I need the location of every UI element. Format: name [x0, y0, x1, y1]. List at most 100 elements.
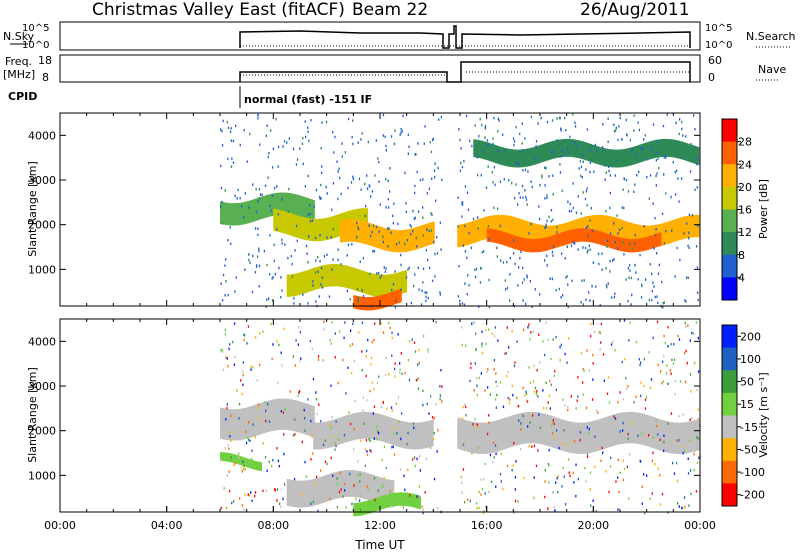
noise-cell — [586, 349, 588, 352]
colorbar-swatch — [722, 415, 737, 439]
noise-cell — [662, 301, 664, 305]
scatter-band-cell — [662, 139, 665, 157]
noise-cell — [600, 341, 602, 344]
noise-cell — [516, 340, 518, 343]
noise-cell — [686, 276, 688, 279]
scatter-band-cell — [490, 215, 493, 238]
noise-cell — [697, 418, 699, 421]
noise-cell — [639, 253, 641, 257]
scatter-band-cell — [674, 219, 677, 242]
noise-cell — [394, 305, 397, 309]
noise-cell — [473, 321, 475, 324]
noise-cell — [599, 331, 601, 334]
noise-cell — [569, 474, 571, 478]
scatter-band-cell — [317, 266, 320, 289]
noise-cell — [277, 165, 279, 168]
noise-cell — [508, 179, 510, 182]
scatter-band-cell — [221, 452, 224, 462]
scatter-band-cell — [224, 202, 227, 225]
noise-cell — [481, 123, 483, 127]
noise-cell — [495, 452, 497, 456]
noise-cell — [352, 322, 354, 325]
noise-cell — [365, 439, 368, 442]
scatter-band-cell — [367, 297, 370, 311]
noise-cell — [259, 332, 261, 335]
noise-cell — [287, 210, 289, 213]
scatter-band-cell — [569, 229, 572, 244]
scatter-band-cell — [355, 470, 358, 498]
scatter-band-cell — [282, 211, 285, 234]
noise-cell — [553, 374, 555, 378]
scatter-band-cell — [375, 296, 378, 310]
scatter-band-cell — [389, 274, 392, 297]
scatter-band-cell — [530, 411, 533, 444]
scatter-band-cell — [366, 297, 369, 311]
scatter-band-cell — [364, 411, 367, 439]
scatter-band-cell — [504, 232, 507, 246]
noise-cell — [345, 506, 347, 509]
scatter-band-cell — [377, 497, 380, 511]
noise-cell — [318, 295, 320, 298]
scatter-band-cell — [607, 149, 610, 167]
noise-cell — [650, 146, 652, 149]
scatter-band-cell — [487, 142, 490, 161]
scatter-band-cell — [325, 475, 328, 502]
scatter-band-cell — [369, 474, 372, 501]
noise-cell — [657, 301, 659, 305]
noise-cell — [564, 503, 567, 506]
scatter-band-cell — [314, 422, 317, 450]
noise-cell — [400, 412, 403, 415]
noise-cell — [277, 145, 280, 149]
noise-cell — [313, 205, 315, 208]
noise-cell — [272, 147, 274, 151]
colorbar-swatch — [722, 325, 737, 349]
scatter-band-cell — [636, 145, 639, 164]
scatter-band-cell — [575, 422, 578, 454]
noise-cell — [570, 395, 572, 398]
noise-cell — [464, 250, 467, 253]
noise-cell — [499, 381, 502, 384]
noise-cell — [383, 266, 385, 269]
noise-cell — [564, 404, 566, 407]
noise-cell — [400, 352, 402, 355]
colorbar-tick-label: 8 — [738, 249, 745, 262]
scatter-band-cell — [305, 270, 308, 293]
scatter-band-cell — [663, 420, 666, 452]
noise-cell — [413, 217, 415, 221]
scatter-band-cell — [417, 495, 420, 509]
noise-cell — [602, 353, 605, 356]
noise-cell — [697, 336, 699, 340]
noise-cell — [308, 203, 311, 207]
noise-cell — [416, 245, 418, 248]
noise-cell — [519, 256, 521, 260]
noise-cell — [492, 137, 494, 140]
noise-cell — [529, 279, 531, 283]
noise-cell — [424, 125, 426, 128]
scatter-band-cell — [386, 416, 389, 444]
scatter-band-cell — [471, 221, 474, 244]
noise-cell — [418, 455, 421, 459]
noise-cell — [500, 452, 502, 456]
noise-cell — [573, 439, 576, 443]
scatter-band-cell — [676, 218, 679, 241]
scatter-band-cell — [517, 236, 520, 250]
noise-cell — [229, 435, 231, 438]
noise-cell — [648, 351, 650, 354]
noise-cell — [477, 227, 479, 230]
scatter-band-cell — [431, 419, 434, 447]
noise-cell — [552, 245, 555, 248]
noise-cell — [461, 302, 464, 305]
noise-cell — [613, 222, 615, 225]
scatter-band-cell — [347, 266, 350, 289]
scatter-band-cell — [558, 418, 561, 450]
colorbar-tick-label: 4 — [738, 271, 745, 284]
scatter-band-cell — [494, 229, 497, 243]
scatter-band-cell — [612, 149, 615, 168]
noise-cell — [552, 193, 554, 196]
noise-cell — [488, 305, 491, 309]
noise-cell — [257, 200, 259, 203]
noise-cell — [628, 339, 630, 342]
noise-cell — [631, 247, 633, 250]
scatter-band-cell — [304, 403, 307, 435]
noise-cell — [474, 275, 477, 279]
